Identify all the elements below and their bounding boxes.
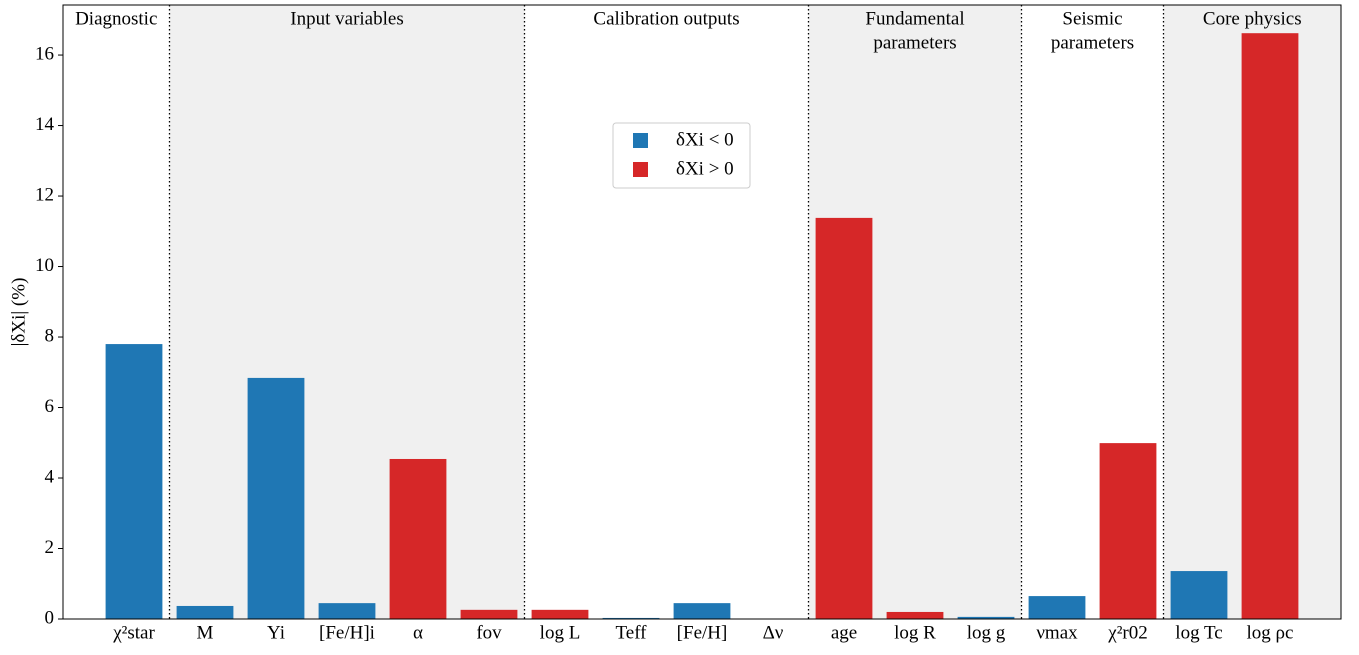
bar — [602, 617, 660, 619]
legend-label: δXi < 0 — [676, 129, 734, 150]
bar — [1099, 443, 1157, 619]
x-tick-label: [Fe/H] — [677, 622, 728, 643]
legend-swatch — [633, 133, 648, 148]
bar — [176, 605, 234, 619]
x-tick-label: age — [831, 622, 857, 643]
y-tick-label: 0 — [45, 607, 55, 628]
x-tick-label: [Fe/H]i — [319, 622, 375, 643]
bar — [957, 616, 1015, 619]
bar — [105, 344, 163, 619]
bar — [247, 377, 305, 619]
x-tick-label: χ²r02 — [1107, 622, 1147, 643]
bar — [460, 609, 518, 619]
y-tick-label: 2 — [45, 537, 55, 558]
group-label: Core physics — [1203, 8, 1302, 29]
bar — [1028, 596, 1086, 619]
x-tick-label: log ρc — [1247, 622, 1294, 643]
bar — [389, 458, 447, 619]
y-tick-label: 4 — [45, 466, 55, 487]
bar — [531, 609, 589, 619]
x-tick-label: Δν — [763, 622, 784, 643]
bar — [318, 603, 376, 619]
group-shade — [169, 5, 525, 619]
x-tick-label: log L — [540, 622, 581, 643]
x-tick-label: M — [197, 622, 214, 643]
y-tick-label: 6 — [45, 396, 55, 417]
x-tick-label: νmax — [1036, 622, 1078, 643]
y-tick-label: 16 — [35, 43, 54, 64]
x-tick-label: Yi — [267, 622, 285, 643]
y-tick-label: 8 — [45, 325, 55, 346]
background-layer — [169, 5, 1341, 619]
y-tick-label: 12 — [35, 184, 54, 205]
x-tick-label: log R — [894, 622, 936, 643]
group-label: Fundamental — [865, 8, 964, 29]
bar — [1170, 571, 1228, 619]
y-tick-label: 14 — [35, 114, 55, 135]
x-tick-label: log g — [967, 622, 1006, 643]
x-tick-label: Teff — [615, 622, 647, 643]
bar — [815, 217, 873, 619]
x-tick-label: α — [413, 622, 423, 643]
group-label: Diagnostic — [75, 8, 157, 29]
legend-label: δXi > 0 — [676, 158, 734, 179]
bar — [1241, 33, 1299, 620]
group-label: parameters — [873, 32, 956, 53]
group-label: Input variables — [290, 8, 403, 29]
x-tick-label: log Tc — [1175, 622, 1222, 643]
group-label: Calibration outputs — [593, 8, 739, 29]
bar — [886, 611, 944, 619]
plot-frame — [62, 4, 1342, 620]
group-label: Seismic — [1062, 8, 1122, 29]
group-label: parameters — [1051, 32, 1134, 53]
x-tick-label: fov — [476, 622, 502, 643]
y-tick-label: 10 — [35, 255, 54, 276]
x-tick-label: χ²star — [112, 622, 155, 643]
bar — [673, 603, 731, 619]
y-axis-label: |δXi| (%) — [8, 278, 29, 347]
legend-swatch — [633, 162, 648, 177]
